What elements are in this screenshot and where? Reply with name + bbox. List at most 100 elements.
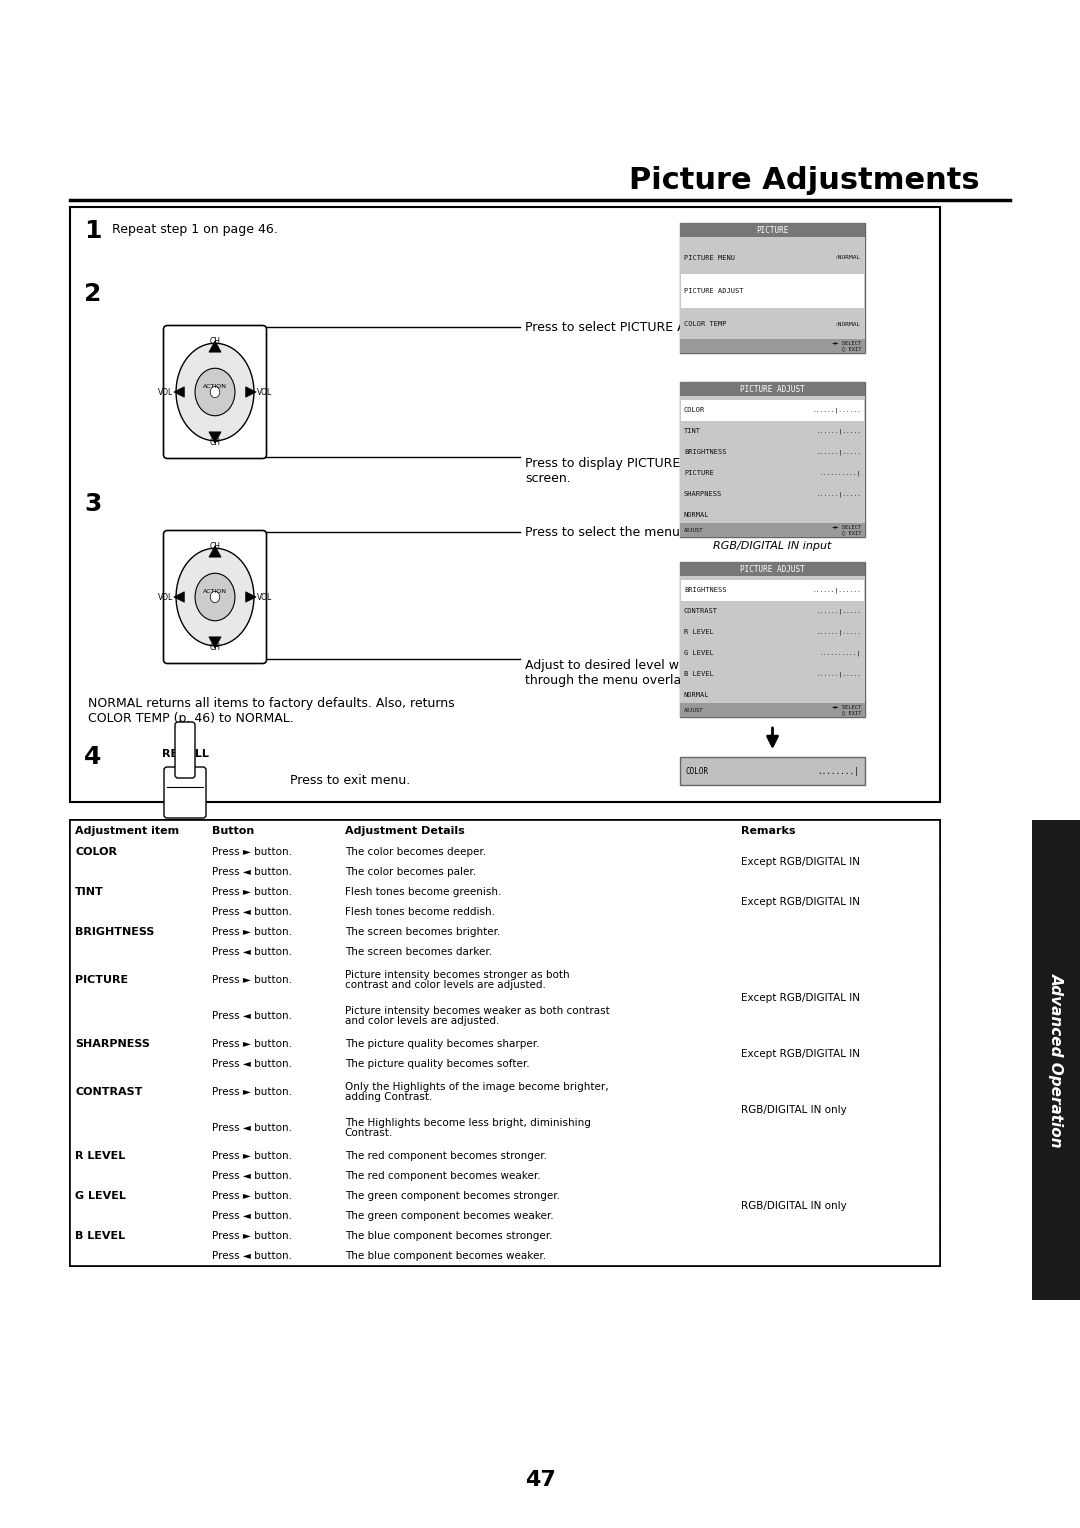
Bar — [680, 576, 865, 717]
Text: :NORMAL: :NORMAL — [835, 255, 861, 260]
Text: PICTURE: PICTURE — [756, 226, 788, 234]
Bar — [70, 902, 940, 921]
Ellipse shape — [176, 549, 254, 646]
Text: VOL: VOL — [257, 593, 272, 602]
Bar — [70, 1146, 940, 1166]
Text: Contrast.: Contrast. — [345, 1128, 393, 1138]
Text: Press ◄ button.: Press ◄ button. — [213, 866, 293, 877]
Text: The green component becomes stronger.: The green component becomes stronger. — [345, 1190, 559, 1201]
Text: ◄► SELECT: ◄► SELECT — [832, 341, 861, 345]
Text: Press ► button.: Press ► button. — [213, 1232, 293, 1241]
Polygon shape — [208, 637, 221, 648]
Text: ADJUST: ADJUST — [684, 707, 703, 712]
Text: Press ► button.: Press ► button. — [213, 847, 293, 857]
Text: CH: CH — [210, 439, 220, 448]
Text: BRIGHTNESS: BRIGHTNESS — [684, 587, 727, 593]
Text: The picture quality becomes softer.: The picture quality becomes softer. — [345, 1059, 529, 1070]
Text: G LEVEL: G LEVEL — [75, 1190, 126, 1201]
Bar — [681, 400, 864, 420]
Text: VOL: VOL — [257, 388, 272, 396]
Bar — [681, 581, 864, 601]
Text: B LEVEL: B LEVEL — [75, 1232, 125, 1241]
Text: Press to exit menu.: Press to exit menu. — [291, 773, 410, 787]
Bar — [70, 1166, 940, 1186]
FancyBboxPatch shape — [164, 767, 206, 817]
Text: and color levels are adjusted.: and color levels are adjusted. — [345, 1016, 499, 1027]
Bar — [680, 382, 865, 396]
Text: Press to select the menu to set each item.: Press to select the menu to set each ite… — [525, 526, 791, 538]
Ellipse shape — [195, 573, 235, 620]
Text: NORMAL returns all items to factory defaults. Also, returns
COLOR TEMP (p. 46) t: NORMAL returns all items to factory defa… — [87, 697, 455, 724]
Text: VOL: VOL — [158, 388, 173, 396]
Text: PICTURE MENU: PICTURE MENU — [684, 255, 735, 261]
Text: Press ► button.: Press ► button. — [213, 1151, 293, 1161]
Bar — [70, 1225, 940, 1245]
Polygon shape — [208, 341, 221, 351]
Polygon shape — [174, 387, 185, 397]
Text: RGB/DIGITAL IN only: RGB/DIGITAL IN only — [742, 1105, 847, 1115]
Text: ........|: ........| — [818, 767, 859, 776]
Text: ..........|: ..........| — [820, 471, 861, 475]
FancyBboxPatch shape — [163, 530, 267, 663]
Text: Press ► button.: Press ► button. — [213, 1039, 293, 1050]
Polygon shape — [174, 591, 185, 602]
Text: ○ EXIT: ○ EXIT — [841, 347, 861, 351]
Bar — [680, 756, 865, 785]
Text: The blue component becomes stronger.: The blue component becomes stronger. — [345, 1232, 552, 1241]
Text: Press ◄ button.: Press ◄ button. — [213, 1251, 293, 1261]
Text: RECALL: RECALL — [162, 749, 208, 759]
Text: TINT: TINT — [684, 428, 701, 434]
Text: Press ◄ button.: Press ◄ button. — [213, 1012, 293, 1021]
Text: NORMAL: NORMAL — [684, 692, 710, 698]
Text: Adjustment Details: Adjustment Details — [345, 827, 464, 836]
Text: Press ► button.: Press ► button. — [213, 886, 293, 897]
Text: TINT: TINT — [75, 886, 104, 897]
Ellipse shape — [176, 344, 254, 440]
Text: The color becomes deeper.: The color becomes deeper. — [345, 847, 486, 857]
Text: ......|.....: ......|..... — [816, 608, 861, 614]
Bar — [680, 223, 865, 353]
Text: CH: CH — [210, 542, 220, 552]
Text: CONTRAST: CONTRAST — [684, 608, 718, 614]
FancyBboxPatch shape — [163, 325, 267, 458]
Text: Advanced Operation: Advanced Operation — [1049, 973, 1064, 1148]
Text: Except RGB/DIGITAL IN: Except RGB/DIGITAL IN — [742, 897, 861, 908]
Text: COLOR TEMP: COLOR TEMP — [684, 321, 727, 327]
Bar — [70, 821, 940, 1267]
Text: Press ◄ button.: Press ◄ button. — [213, 947, 293, 957]
Text: ......|.....: ......|..... — [816, 630, 861, 634]
Polygon shape — [246, 387, 256, 397]
Text: Press ◄ button.: Press ◄ button. — [213, 1059, 293, 1070]
Bar — [70, 1034, 940, 1054]
Text: Repeat step 1 on page 46.: Repeat step 1 on page 46. — [112, 223, 278, 235]
Text: Picture intensity becomes weaker as both contrast: Picture intensity becomes weaker as both… — [345, 1005, 609, 1016]
Text: R LEVEL: R LEVEL — [75, 1151, 125, 1161]
Text: Press ◄ button.: Press ◄ button. — [213, 1212, 293, 1221]
Ellipse shape — [195, 368, 235, 416]
Text: 2: 2 — [84, 283, 102, 306]
Text: Press ► button.: Press ► button. — [213, 927, 293, 937]
Bar — [680, 396, 865, 536]
Text: RGB/DIGITAL IN input: RGB/DIGITAL IN input — [713, 541, 832, 552]
Text: contrast and color levels are adjusted.: contrast and color levels are adjusted. — [345, 981, 545, 990]
Text: ......|.....: ......|..... — [816, 449, 861, 455]
Bar — [70, 821, 940, 842]
Ellipse shape — [211, 387, 219, 397]
Bar — [680, 237, 865, 353]
Text: ..........|: ..........| — [820, 651, 861, 656]
Bar — [680, 703, 865, 717]
Text: Adjustment item: Adjustment item — [75, 827, 179, 836]
Text: CH: CH — [210, 643, 220, 652]
Text: The red component becomes weaker.: The red component becomes weaker. — [345, 1170, 540, 1181]
Text: ......|.....: ......|..... — [816, 671, 861, 677]
Text: The Highlights become less bright, diminishing: The Highlights become less bright, dimin… — [345, 1117, 591, 1128]
Text: SHARPNESS: SHARPNESS — [75, 1039, 150, 1050]
Text: :NORMAL: :NORMAL — [835, 322, 861, 327]
Text: ○ EXIT: ○ EXIT — [841, 530, 861, 535]
Text: Only the Highlights of the image become brighter,: Only the Highlights of the image become … — [345, 1082, 608, 1091]
Text: ......|......: ......|...... — [812, 408, 861, 413]
Text: The screen becomes brighter.: The screen becomes brighter. — [345, 927, 500, 937]
Bar — [70, 842, 940, 862]
Text: Press to display PICTURE ADJUST
screen.: Press to display PICTURE ADJUST screen. — [525, 457, 731, 484]
Text: The screen becomes darker.: The screen becomes darker. — [345, 947, 491, 957]
